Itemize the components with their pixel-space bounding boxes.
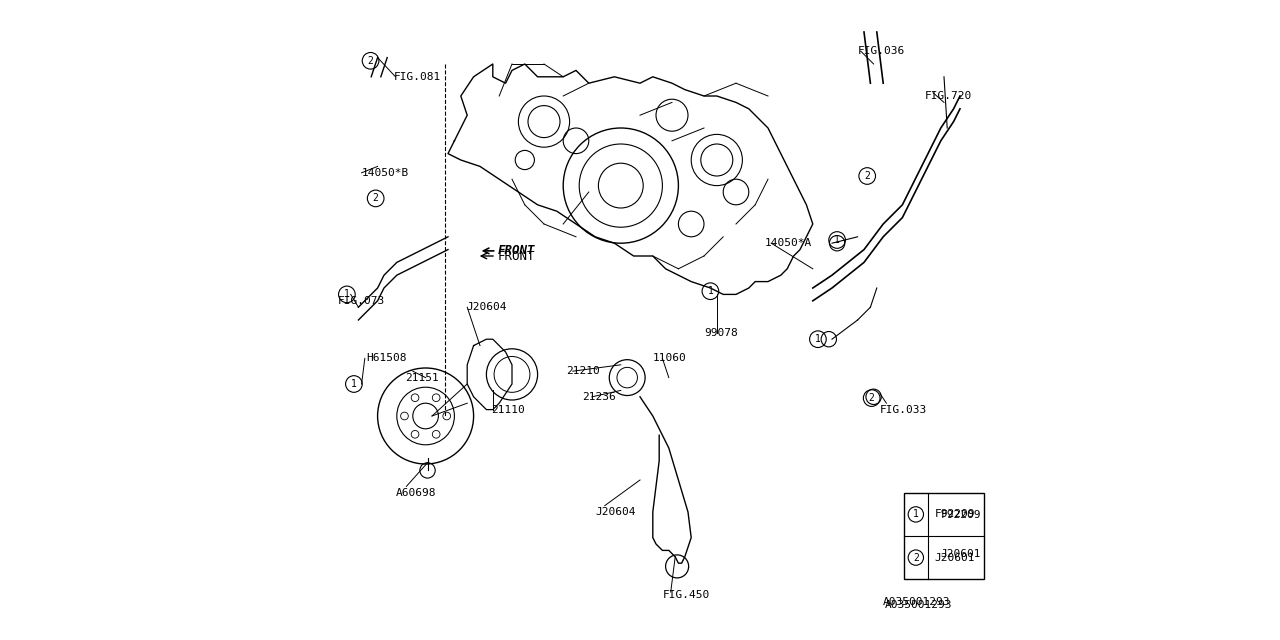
Text: 11060: 11060 [653, 353, 686, 364]
Text: 2: 2 [869, 393, 874, 403]
Text: FIG.450: FIG.450 [663, 590, 709, 600]
Text: J20604: J20604 [466, 302, 507, 312]
Text: FIG.081: FIG.081 [394, 72, 440, 82]
Text: 2: 2 [367, 56, 374, 66]
Text: 14050*B: 14050*B [362, 168, 408, 178]
Text: FIG.720: FIG.720 [924, 91, 972, 101]
Text: H61508: H61508 [366, 353, 407, 364]
Text: 1: 1 [913, 509, 919, 520]
Text: 21151: 21151 [404, 372, 439, 383]
Text: 1: 1 [708, 286, 713, 296]
Text: F92209: F92209 [941, 510, 982, 520]
Text: 1: 1 [835, 235, 840, 245]
Text: 21110: 21110 [492, 404, 525, 415]
Text: 21210: 21210 [566, 366, 599, 376]
Text: 2: 2 [913, 552, 919, 563]
Text: 21236: 21236 [582, 392, 616, 402]
Text: FIG.033: FIG.033 [881, 404, 927, 415]
Text: FRONT: FRONT [498, 250, 535, 262]
Text: 1: 1 [344, 289, 349, 300]
Text: J20604: J20604 [595, 507, 636, 517]
Text: 2: 2 [372, 193, 379, 204]
Text: 99078: 99078 [704, 328, 737, 338]
Text: 1: 1 [351, 379, 357, 389]
Text: FRONT: FRONT [498, 244, 535, 257]
Text: FIG.073: FIG.073 [338, 296, 385, 306]
Bar [904, 493, 983, 579]
Text: A035001293: A035001293 [883, 596, 951, 607]
Text: 14050*A: 14050*A [765, 238, 812, 248]
Text: A60698: A60698 [396, 488, 436, 498]
Text: FIG.036: FIG.036 [858, 46, 905, 56]
Text: A035001293: A035001293 [884, 600, 952, 610]
Text: F92209: F92209 [934, 509, 975, 520]
Text: 1: 1 [815, 334, 820, 344]
Text: 2: 2 [864, 171, 870, 181]
Text: J20601: J20601 [941, 548, 982, 559]
Text: J20601: J20601 [934, 552, 975, 563]
